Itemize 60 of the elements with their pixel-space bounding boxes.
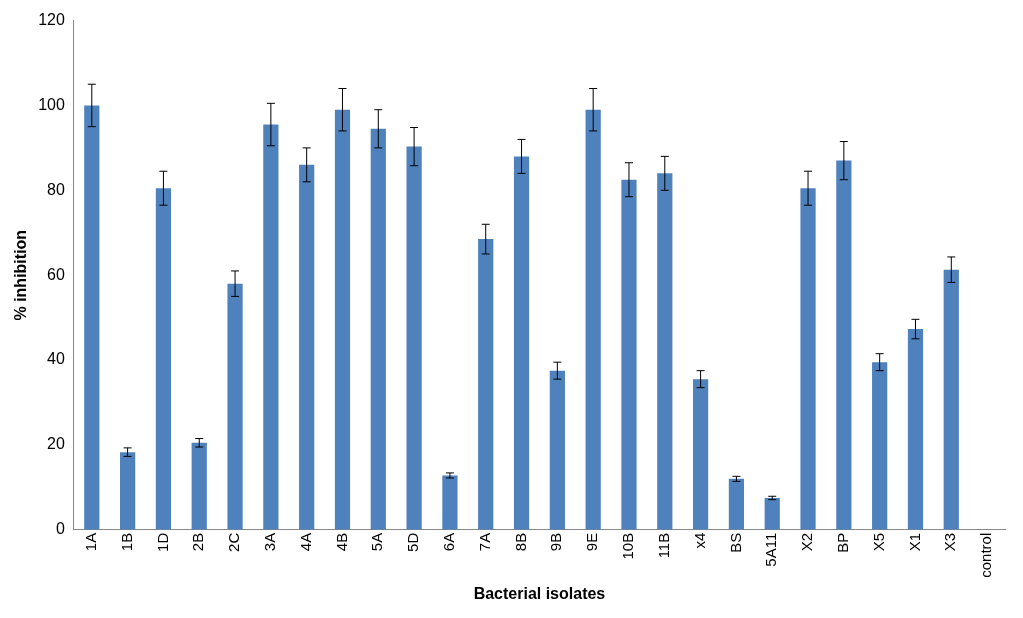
bar	[263, 124, 279, 530]
y-tick-label: 0	[55, 520, 65, 538]
bar	[478, 239, 494, 530]
x-tick-label: BS	[726, 532, 744, 553]
bar	[442, 475, 458, 530]
x-tick-label: 10B	[619, 532, 637, 560]
x-tick-label: 4A	[296, 532, 314, 552]
bar	[800, 188, 816, 530]
bar	[621, 179, 637, 530]
x-tick-label: 5A11	[762, 532, 780, 567]
bar	[370, 128, 386, 530]
bar	[406, 146, 422, 530]
bar	[191, 442, 207, 530]
bar	[227, 283, 243, 530]
bar	[120, 452, 136, 530]
bar	[836, 160, 852, 530]
x-tick-label: 8B	[511, 532, 529, 552]
bar	[84, 105, 100, 530]
x-tick-label: 9E	[583, 532, 601, 552]
y-tick-label: 20	[47, 435, 65, 453]
x-tick-label: X2	[798, 532, 816, 552]
bar	[728, 478, 745, 530]
y-tick-label: 40	[47, 350, 65, 368]
x-tick-label: X5	[869, 532, 887, 552]
x-tick-label: 7A	[475, 532, 493, 552]
x-tick-label: 5D	[404, 532, 422, 552]
bar	[872, 362, 888, 530]
x-tick-label: 6A	[440, 532, 458, 552]
y-tick-label: 120	[38, 11, 65, 29]
y-tick-label: 100	[38, 95, 65, 113]
x-tick-label: 11B	[654, 532, 672, 559]
y-tick-label: 60	[47, 265, 65, 283]
x-tick-label: 1D	[153, 532, 171, 552]
x-tick-label: 1B	[117, 532, 135, 552]
x-tick-label: 4B	[332, 532, 350, 552]
bar	[549, 370, 565, 530]
x-tick-label: 9B	[547, 532, 565, 552]
bar	[513, 156, 530, 530]
bar	[155, 188, 172, 530]
y-tick-label: 80	[47, 180, 65, 198]
x-tick-label: 5A	[368, 532, 386, 552]
bar	[764, 497, 780, 530]
x-tick-label: 2B	[189, 532, 207, 552]
bar	[334, 109, 351, 530]
x-tick-label: 2C	[225, 532, 243, 552]
bar	[299, 164, 315, 530]
bar	[657, 173, 673, 530]
x-axis-title: Bacterial isolates	[473, 584, 606, 602]
x-tick-label: control	[977, 532, 995, 578]
bar	[692, 379, 709, 530]
bar	[943, 269, 959, 530]
x-tick-label: BP	[833, 532, 851, 553]
x-tick-label: x4	[690, 532, 708, 549]
bar	[907, 329, 924, 530]
bar	[585, 109, 601, 530]
x-tick-label: X1	[905, 532, 923, 552]
y-axis-title: % inhibition	[12, 229, 30, 321]
x-tick-label: X3	[941, 532, 959, 552]
x-tick-label: 1A	[81, 532, 99, 552]
x-tick-label: 3A	[261, 532, 278, 552]
